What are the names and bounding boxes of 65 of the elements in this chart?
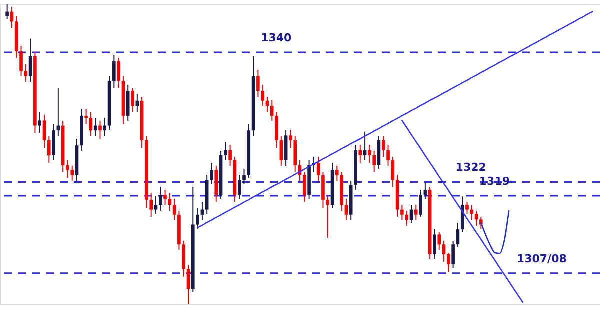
- candlestick: [424, 182, 428, 200]
- candlestick: [447, 252, 450, 273]
- candlestick: [224, 142, 228, 160]
- candlestick: [433, 228, 436, 260]
- candlestick: [112, 54, 116, 88]
- candlestick: [368, 144, 372, 164]
- candlestick: [172, 198, 176, 220]
- candlestick: [66, 160, 70, 178]
- candlestick: [372, 150, 376, 172]
- candlestick: [452, 240, 455, 268]
- candlestick: [136, 94, 140, 112]
- candlestick: [289, 130, 292, 148]
- annotation: 1340: [261, 32, 292, 45]
- candlestick: [98, 120, 102, 140]
- candlestick: [256, 70, 260, 98]
- candlestick: [84, 108, 88, 124]
- candlestick: [438, 232, 442, 250]
- candlestick: [117, 58, 120, 88]
- candlestick: [326, 196, 330, 238]
- candlestick: [405, 210, 409, 226]
- candlestick: [238, 174, 242, 200]
- candlestick: [358, 144, 362, 164]
- candlestick: [6, 4, 9, 20]
- candlestick: [261, 84, 264, 106]
- candlestick: [442, 240, 446, 262]
- annotation: 1319: [479, 175, 510, 188]
- candlestick: [154, 196, 158, 214]
- candlestick: [302, 172, 306, 202]
- candlestick: [158, 186, 162, 212]
- candlestick: [270, 100, 274, 122]
- candlestick: [344, 198, 348, 220]
- candlestick: [456, 222, 460, 248]
- candlestick: [280, 136, 284, 166]
- candlestick: [466, 202, 469, 214]
- candlestick: [242, 168, 246, 184]
- candlestick: [316, 156, 320, 182]
- candlestick: [38, 112, 42, 134]
- candlestick: [414, 204, 418, 220]
- candlestick: [266, 96, 270, 112]
- candlestick: [400, 204, 404, 220]
- candlestick: [42, 114, 46, 148]
- candlestick: [363, 131, 367, 160]
- candlestick: [336, 166, 339, 182]
- candlestick: [382, 136, 386, 158]
- candlestick: [24, 64, 28, 82]
- candlestick: [470, 204, 474, 220]
- candlestick: [200, 202, 204, 220]
- candlestick: [131, 88, 134, 112]
- candlestick: [196, 208, 200, 230]
- candlestick: [103, 118, 107, 136]
- candlestick: [164, 190, 167, 206]
- candlestick: [419, 190, 422, 218]
- candlestick: [89, 112, 93, 136]
- candlestick: [150, 192, 153, 218]
- candlestick: [210, 162, 214, 184]
- candlestick: [228, 144, 232, 166]
- candlestick: [186, 264, 190, 304]
- candlestick: [168, 192, 172, 212]
- candlestick: [70, 166, 74, 182]
- candlestick: [47, 136, 51, 164]
- candlestick: [20, 46, 23, 76]
- candlestick: [386, 144, 390, 166]
- annotation: 1307/08: [516, 252, 567, 266]
- candlestick: [28, 38, 32, 82]
- annotation: 1322: [456, 161, 486, 174]
